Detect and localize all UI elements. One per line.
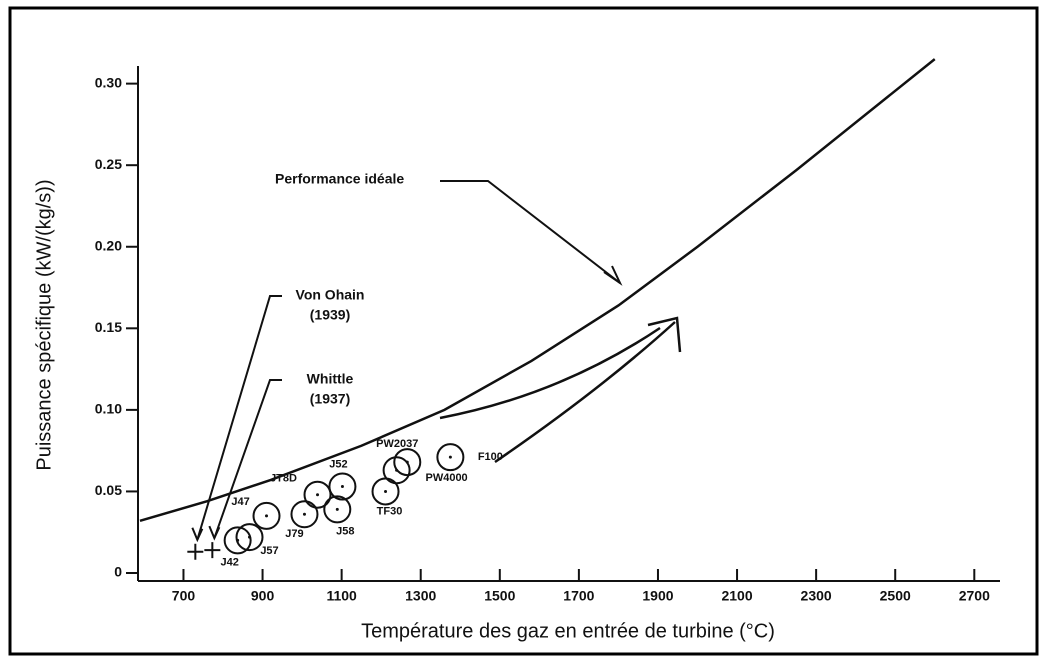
engine-dot bbox=[265, 514, 269, 518]
engine-label: J42 bbox=[220, 556, 238, 568]
engine-dot bbox=[248, 535, 252, 539]
engine-circle bbox=[382, 456, 411, 485]
pioneer-label: Whittle bbox=[307, 371, 354, 387]
engine-label: PW2037 bbox=[376, 438, 418, 450]
engine-circle bbox=[436, 443, 465, 472]
y-axis-title: Puissance spécifique (kW/(kg/s)) bbox=[33, 179, 55, 470]
engine-circle bbox=[303, 480, 332, 509]
x-tick-label: 900 bbox=[251, 588, 275, 604]
curve-pointer bbox=[440, 180, 621, 284]
engine-circle bbox=[223, 526, 252, 555]
engine-circle bbox=[328, 472, 357, 501]
engine-circle bbox=[252, 501, 281, 530]
curve-pointer-head bbox=[603, 265, 623, 286]
engine-label: J58 bbox=[336, 525, 354, 537]
x-tick-label: 1100 bbox=[326, 588, 357, 604]
engine-dot bbox=[335, 507, 339, 511]
y-tick-label: 0.20 bbox=[95, 237, 122, 253]
engine-circle bbox=[290, 500, 319, 529]
x-tick-label: 1900 bbox=[642, 588, 673, 604]
pioneer-pointer-head bbox=[191, 527, 204, 543]
engine-circle bbox=[393, 448, 422, 477]
y-tick-label: 0.25 bbox=[95, 156, 122, 172]
x-tick-label: 2500 bbox=[880, 588, 911, 604]
y-tick-label: 0.15 bbox=[95, 319, 122, 335]
cross-marker bbox=[204, 542, 221, 559]
engine-label: F100 bbox=[478, 451, 503, 463]
pioneer-label: (1937) bbox=[310, 391, 350, 407]
ideal-curve bbox=[139, 58, 936, 523]
curve-label: Performance idéale bbox=[275, 171, 404, 187]
x-tick-label: 1700 bbox=[563, 588, 594, 604]
x-tick-label: 2100 bbox=[721, 588, 752, 604]
pioneer-label: (1939) bbox=[310, 307, 350, 323]
pioneer-pointer bbox=[196, 295, 282, 541]
y-tick-label: 0.10 bbox=[95, 401, 122, 417]
engine-label: J52 bbox=[329, 458, 347, 470]
engine-label: PW4000 bbox=[425, 472, 467, 484]
pioneer-label: Von Ohain bbox=[296, 287, 365, 303]
x-tick-label: 2700 bbox=[959, 588, 990, 604]
x-tick-label: 700 bbox=[172, 588, 196, 604]
engine-label: TF30 bbox=[377, 505, 403, 517]
engine-label: J47 bbox=[231, 496, 249, 508]
cross-marker bbox=[187, 543, 204, 560]
engine-dot bbox=[302, 512, 306, 516]
x-axis-title: Température des gaz en entrée de turbine… bbox=[361, 620, 775, 642]
engine-dot bbox=[316, 493, 320, 497]
pioneer-pointer-head bbox=[208, 525, 221, 541]
x-tick-label: 1500 bbox=[484, 588, 515, 604]
y-tick-label: 0.30 bbox=[95, 74, 122, 90]
engine-circle bbox=[323, 495, 352, 524]
engine-label: J79 bbox=[285, 528, 303, 540]
engine-label: JT8D bbox=[270, 473, 297, 485]
x-tick-label: 1300 bbox=[405, 588, 436, 604]
engine-dot bbox=[448, 455, 452, 459]
engine-circle bbox=[235, 523, 264, 552]
engine-dot bbox=[340, 485, 344, 489]
pioneer-pointer bbox=[213, 379, 282, 539]
frame bbox=[8, 6, 1039, 656]
y-tick-label: 0.05 bbox=[95, 482, 122, 498]
trend-arrow bbox=[439, 316, 682, 464]
engine-label: J57 bbox=[260, 545, 278, 557]
engine-dot bbox=[384, 489, 388, 493]
x-tick-label: 2300 bbox=[801, 588, 832, 604]
y-tick-label: 0 bbox=[114, 564, 122, 580]
engine-dot bbox=[405, 460, 409, 464]
